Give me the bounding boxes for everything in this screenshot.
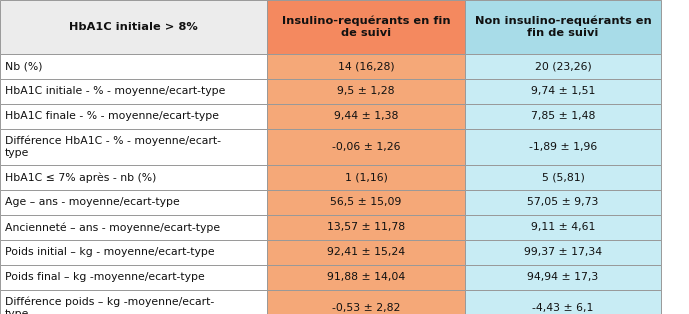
Bar — [465, 54, 661, 79]
Text: -0,06 ± 1,26: -0,06 ± 1,26 — [331, 142, 400, 152]
Bar — [0, 104, 267, 129]
Bar — [267, 215, 465, 240]
Text: 91,88 ± 14,04: 91,88 ± 14,04 — [327, 273, 405, 283]
Text: Nb (%): Nb (%) — [5, 62, 42, 72]
Bar — [267, 0, 465, 54]
Bar — [465, 265, 661, 290]
Bar — [0, 0, 267, 54]
Bar — [0, 215, 267, 240]
Text: 99,37 ± 17,34: 99,37 ± 17,34 — [524, 247, 602, 257]
Bar — [465, 215, 661, 240]
Text: HbA1C finale - % - moyenne/ecart-type: HbA1C finale - % - moyenne/ecart-type — [5, 111, 219, 122]
Text: 9,11 ± 4,61: 9,11 ± 4,61 — [531, 223, 595, 232]
Text: 9,44 ± 1,38: 9,44 ± 1,38 — [333, 111, 398, 122]
Text: 9,5 ± 1,28: 9,5 ± 1,28 — [337, 86, 395, 96]
Text: 56,5 ± 15,09: 56,5 ± 15,09 — [330, 198, 402, 208]
Bar — [0, 165, 267, 190]
Text: HbA1C initiale - % - moyenne/ecart-type: HbA1C initiale - % - moyenne/ecart-type — [5, 86, 225, 96]
Bar — [465, 290, 661, 314]
Bar — [465, 104, 661, 129]
Bar — [0, 54, 267, 79]
Bar — [267, 54, 465, 79]
Bar — [465, 129, 661, 165]
Bar — [465, 0, 661, 54]
Text: Non insulino-requérants en
fin de suivi: Non insulino-requérants en fin de suivi — [475, 16, 651, 38]
Text: 7,85 ± 1,48: 7,85 ± 1,48 — [531, 111, 595, 122]
Bar — [267, 165, 465, 190]
Bar — [0, 240, 267, 265]
Text: Poids final – kg -moyenne/ecart-type: Poids final – kg -moyenne/ecart-type — [5, 273, 205, 283]
Bar — [267, 290, 465, 314]
Text: -1,89 ± 1,96: -1,89 ± 1,96 — [529, 142, 597, 152]
Text: 94,94 ± 17,3: 94,94 ± 17,3 — [527, 273, 599, 283]
Text: Différence HbA1C - % - moyenne/ecart-
type: Différence HbA1C - % - moyenne/ecart- ty… — [5, 136, 220, 159]
Text: -0,53 ± 2,82: -0,53 ± 2,82 — [332, 303, 400, 313]
Text: -4,43 ± 6,1: -4,43 ± 6,1 — [533, 303, 594, 313]
Text: Age – ans - moyenne/ecart-type: Age – ans - moyenne/ecart-type — [5, 198, 180, 208]
Text: 14 (16,28): 14 (16,28) — [338, 62, 394, 72]
Bar — [267, 79, 465, 104]
Bar — [267, 265, 465, 290]
Bar — [0, 290, 267, 314]
Text: 57,05 ± 9,73: 57,05 ± 9,73 — [527, 198, 599, 208]
Bar — [465, 165, 661, 190]
Bar — [267, 190, 465, 215]
Text: Différence poids – kg -moyenne/ecart-
type: Différence poids – kg -moyenne/ecart- ty… — [5, 296, 214, 314]
Bar — [267, 240, 465, 265]
Text: 5 (5,81): 5 (5,81) — [542, 172, 584, 182]
Text: 92,41 ± 15,24: 92,41 ± 15,24 — [327, 247, 405, 257]
Text: HbA1C ≤ 7% après - nb (%): HbA1C ≤ 7% après - nb (%) — [5, 172, 156, 183]
Bar — [0, 79, 267, 104]
Text: 1 (1,16): 1 (1,16) — [344, 172, 387, 182]
Bar — [0, 190, 267, 215]
Bar — [0, 129, 267, 165]
Bar — [267, 129, 465, 165]
Bar — [465, 79, 661, 104]
Text: 20 (23,26): 20 (23,26) — [535, 62, 591, 72]
Bar — [0, 265, 267, 290]
Text: HbA1C initiale > 8%: HbA1C initiale > 8% — [69, 22, 198, 32]
Bar — [465, 190, 661, 215]
Text: 13,57 ± 11,78: 13,57 ± 11,78 — [327, 223, 405, 232]
Text: Poids initial – kg - moyenne/ecart-type: Poids initial – kg - moyenne/ecart-type — [5, 247, 214, 257]
Bar — [465, 240, 661, 265]
Text: 9,74 ± 1,51: 9,74 ± 1,51 — [531, 86, 595, 96]
Bar — [267, 104, 465, 129]
Text: Ancienneté – ans - moyenne/ecart-type: Ancienneté – ans - moyenne/ecart-type — [5, 222, 220, 233]
Text: Insulino-requérants en fin
de suivi: Insulino-requérants en fin de suivi — [282, 16, 451, 38]
